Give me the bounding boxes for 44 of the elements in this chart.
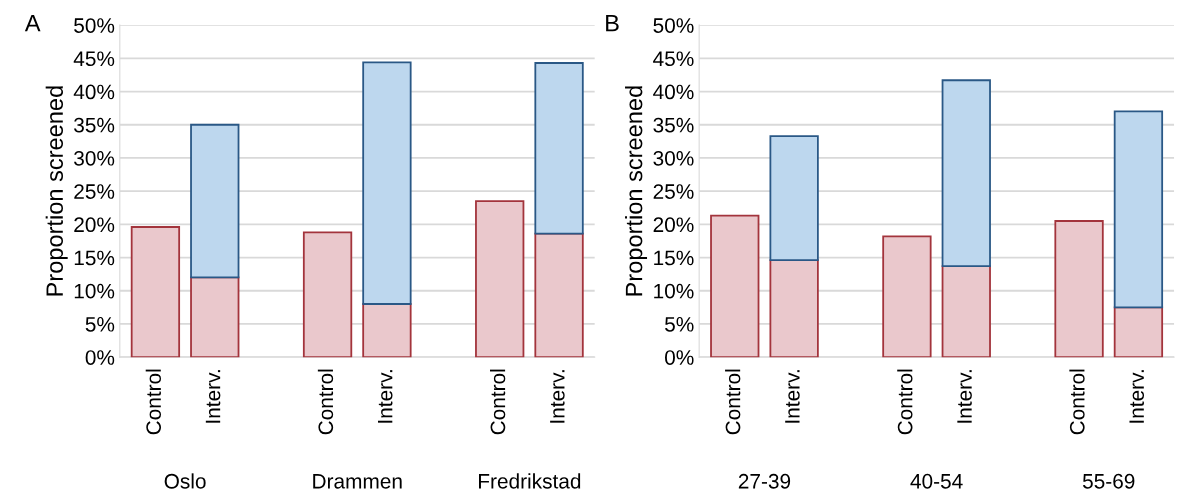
y-tick-label: 15% [74, 250, 115, 266]
x-tick-label: Control [1069, 369, 1085, 435]
y-tick-label: 20% [653, 217, 694, 233]
x-tick-label: Interv. [205, 370, 221, 423]
y-tick-label: 35% [74, 117, 115, 133]
text: 27-39 [738, 473, 791, 489]
x-tick-label: Interv. [1129, 370, 1145, 423]
text: Oslo [164, 473, 206, 489]
x-tick-label: Interv. [957, 370, 972, 423]
x-tick-label: Interv. [785, 370, 800, 423]
y-tick-label: 25% [653, 184, 694, 199]
y-tick-label: 15% [654, 250, 694, 266]
y-axis-title: Proportion screened [45, 86, 68, 296]
y-tick-label: 45% [73, 51, 115, 67]
y-tick-label: 45% [653, 51, 694, 67]
y-tick-label: 40% [73, 84, 115, 100]
x-tick-label: Control [897, 369, 913, 435]
x-tick-label: Control [317, 369, 334, 435]
x-tick-label: Interv. [377, 370, 393, 423]
y-tick-label: 35% [653, 117, 694, 133]
chart-title: B [606, 15, 619, 32]
y-tick-label: 30% [74, 150, 115, 166]
x-tick-label: Control [145, 369, 162, 435]
y-tick-label: 50% [653, 18, 694, 33]
x-tick-label: Interv. [550, 370, 565, 423]
text: 40-54 [910, 473, 963, 489]
y-tick-label: 20% [74, 217, 115, 233]
y-tick-label: 5% [665, 317, 694, 332]
text: 55-69 [1082, 473, 1135, 489]
y-axis-title: Proportion screened [625, 86, 648, 296]
y-tick-label: 0% [85, 350, 115, 365]
text: Fredrikstad [479, 473, 581, 489]
y-tick-label: 5% [85, 317, 115, 332]
y-tick-label: 0% [665, 350, 694, 365]
y-tick-label: 40% [653, 84, 694, 100]
text: Drammen [313, 474, 402, 489]
x-tick-label: Control [725, 369, 741, 435]
chart-title: A [24, 15, 41, 32]
y-tick-label: 50% [74, 18, 115, 33]
y-tick-label: 25% [74, 184, 115, 199]
y-tick-label: 30% [653, 150, 694, 166]
x-tick-label: Control [490, 369, 506, 435]
y-tick-label: 10% [654, 283, 694, 299]
y-tick-label: 10% [74, 283, 115, 299]
